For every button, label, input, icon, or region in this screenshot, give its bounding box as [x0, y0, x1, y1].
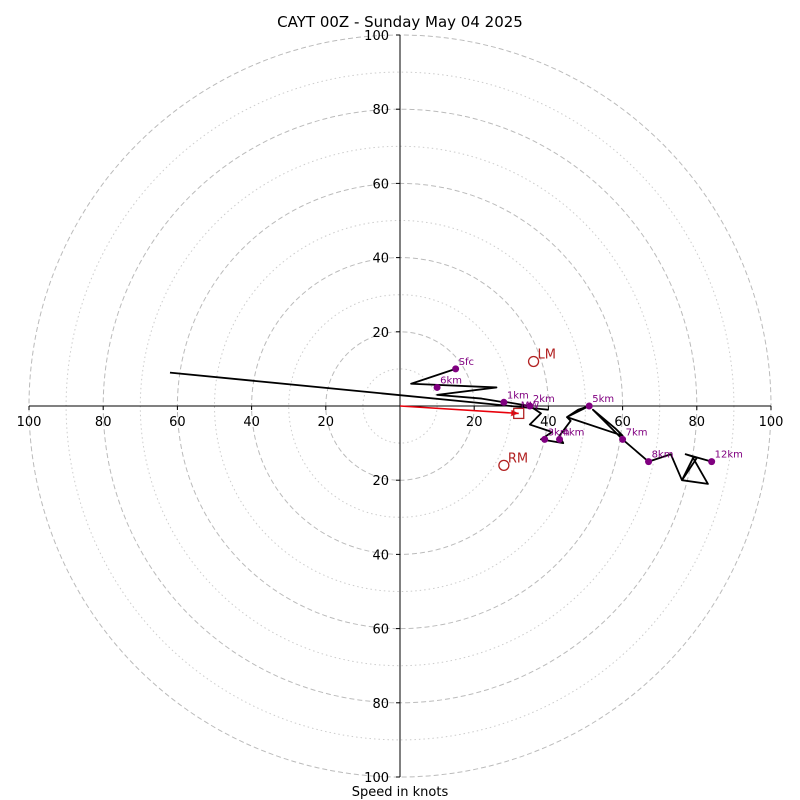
y-tick-label: 40 — [372, 252, 389, 267]
y-tick-label: 20 — [372, 474, 389, 489]
x-tick-label: 80 — [95, 415, 112, 430]
height-point-label-3km: 3km — [548, 427, 570, 438]
y-tick-label: 60 — [372, 177, 389, 192]
mean-wind-arrow-head — [511, 409, 519, 417]
y-tick-label: 40 — [372, 548, 389, 563]
height-point-label-7km: 7km — [626, 427, 648, 438]
height-point-label-5km: 5km — [592, 394, 614, 405]
height-point-label-8km: 8km — [652, 450, 674, 461]
long-segment-line — [169, 371, 549, 411]
x-tick-label: 100 — [17, 415, 42, 430]
height-point-label-sfc: Sfc — [459, 357, 474, 368]
height-point-6km — [433, 383, 441, 391]
y-tick-label: 60 — [372, 623, 389, 638]
height-point-label-2km: 2km — [533, 394, 555, 405]
storm-motion-layer: LM RM — [498, 347, 556, 472]
long-segment-layer — [169, 371, 549, 411]
storm-motion-marker-lm — [527, 355, 540, 368]
height-point-4km — [556, 435, 564, 443]
x-axis-label: Speed in knots — [352, 785, 449, 800]
height-point-label-12km: 12km — [715, 450, 743, 461]
chart-title: CAYT 00Z - Sunday May 04 2025 — [277, 13, 523, 31]
x-tick-label: 60 — [614, 415, 631, 430]
y-tick-label: 80 — [372, 697, 389, 712]
x-tick-label: 40 — [540, 415, 557, 430]
height-point-5km — [585, 402, 593, 410]
tick-labels: 100 80 60 40 20 20 40 60 80 100 100 80 60 40 20 20 40 60 8… — [17, 29, 784, 786]
height-point-8km — [645, 458, 653, 466]
height-point-label-1km: 1km — [507, 390, 529, 401]
y-tick-label: 100 — [364, 29, 389, 44]
height-point-12km — [708, 458, 716, 466]
height-point-1km — [500, 398, 508, 406]
y-tick-label: 100 — [364, 771, 389, 786]
x-tick-label: 20 — [466, 415, 483, 430]
height-point-label-4km: 4km — [563, 427, 585, 438]
mean-wind-square-marker — [513, 407, 525, 420]
storm-motion-label-rm: RM — [508, 451, 528, 466]
height-point-label-6km: 6km — [440, 375, 462, 386]
y-tick-label: 80 — [372, 103, 389, 118]
y-tick-label: 20 — [372, 326, 389, 341]
x-tick-label: 80 — [689, 415, 706, 430]
height-point-2km — [526, 402, 534, 410]
x-tick-label: 100 — [759, 415, 784, 430]
height-point-3km — [541, 435, 549, 443]
height-point-7km — [619, 435, 627, 443]
height-point-sfc — [452, 365, 460, 373]
storm-motion-label-lm: LM — [538, 347, 556, 362]
storm-motion-marker-rm — [498, 459, 510, 472]
x-tick-label: 20 — [318, 415, 335, 430]
mean-wind-arrow-shaft — [399, 405, 519, 415]
x-tick-label: 60 — [169, 415, 186, 430]
x-tick-label: 40 — [243, 415, 260, 430]
